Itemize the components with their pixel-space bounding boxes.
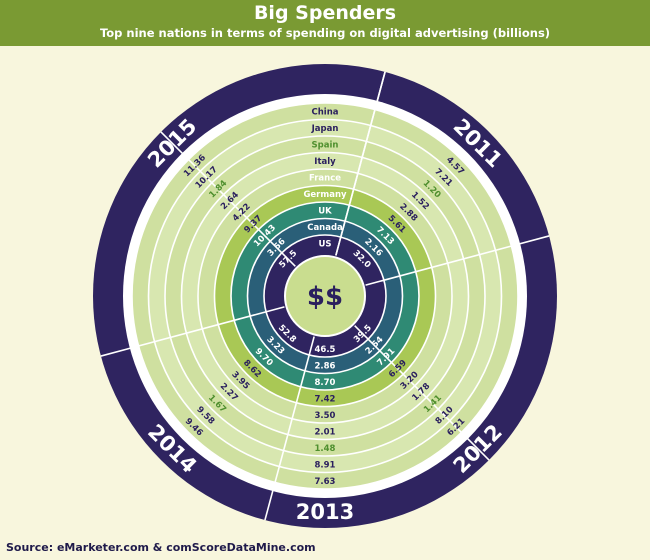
country-label: Canada: [307, 223, 343, 233]
country-label: Germany: [303, 190, 347, 200]
value-label-2013: 2.86: [315, 361, 336, 371]
value-label-2013: 8.70: [315, 378, 336, 388]
segment-divider: [335, 71, 386, 256]
segment-divider: [264, 336, 315, 521]
value-label-2013: 7.63: [315, 477, 336, 487]
header-bar: [0, 0, 650, 46]
segment-divider: [365, 235, 550, 286]
country-label: Spain: [312, 140, 339, 150]
country-label: US: [318, 239, 331, 249]
value-label-2013: 8.91: [315, 460, 336, 470]
segment-divider: [100, 306, 285, 357]
chart-subtitle: Top nine nations in terms of spending on…: [99, 26, 551, 40]
source-note: Source: eMarketer.com & comScoreDataMine…: [6, 541, 316, 554]
country-label: France: [309, 173, 341, 183]
country-label: Italy: [314, 157, 336, 167]
value-label-2013: 2.01: [315, 427, 336, 437]
country-label: Japan: [311, 124, 339, 134]
country-label: China: [312, 107, 339, 117]
chart-title: Big Spenders: [253, 2, 397, 24]
year-label-2013: 2013: [296, 500, 354, 524]
value-label-2013: 46.5: [315, 345, 336, 355]
value-label-2013: 3.50: [315, 411, 336, 421]
center-circle: [284, 255, 366, 337]
center-label: $$: [307, 282, 343, 312]
value-label-2013: 7.42: [315, 394, 336, 404]
value-label-2013: 1.48: [315, 444, 336, 454]
segment-divider: [160, 131, 296, 267]
country-label: UK: [318, 206, 332, 216]
segment-divider: [354, 325, 490, 461]
